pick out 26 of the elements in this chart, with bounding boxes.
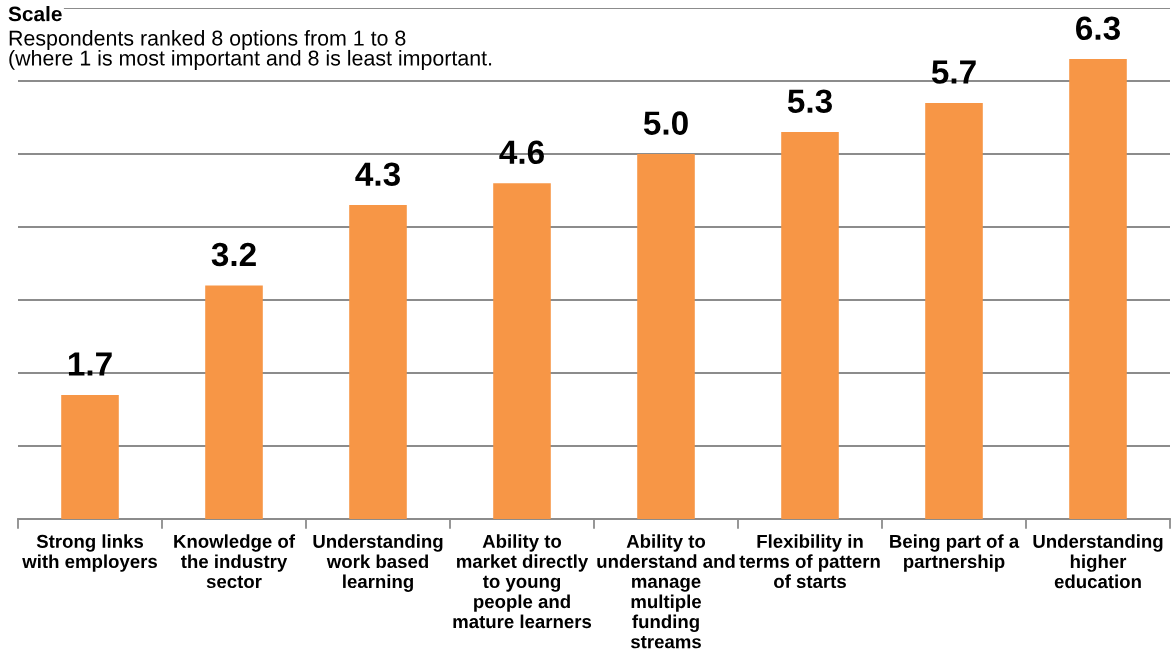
- data-label: 1.7: [68, 352, 112, 376]
- x-tick-label: Ability to market directly to young people and mature learners: [453, 534, 592, 629]
- data-label: 4.6: [499, 140, 544, 165]
- data-label: 5.3: [787, 89, 832, 114]
- x-tick-label: Ability to understand and manage multiple funding streams: [597, 534, 735, 649]
- bar: [493, 183, 551, 519]
- bar: [637, 154, 695, 519]
- bar: [61, 394, 119, 519]
- x-tick-label: Knowledge of the industry sector: [174, 534, 296, 589]
- x-tick-label: Being part of a partnership: [890, 534, 1020, 572]
- x-tick-label: Understanding work based learning: [313, 534, 443, 592]
- bar: [349, 205, 407, 519]
- bar: [1069, 59, 1127, 519]
- bar: [781, 132, 839, 519]
- data-label: 5.0: [643, 111, 688, 135]
- data-label: 4.3: [355, 162, 400, 187]
- bar: [205, 285, 263, 519]
- text: Respondents ranked 8 options from 1 to 8 (where 1 is most important and 8 is least important.: [9, 30, 492, 70]
- data-label: 3.2: [211, 242, 256, 267]
- data-label: 5.7: [931, 60, 976, 84]
- data-label: 6.3: [1076, 16, 1120, 41]
- bar: [925, 102, 983, 519]
- x-tick-label: Strong links with employers: [22, 534, 157, 572]
- x-tick-label: Flexibility in terms of pattern of starts: [739, 534, 880, 589]
- x-tick-label: Understanding higher education: [1033, 534, 1163, 589]
- chart-title: Scale: [8, 6, 62, 22]
